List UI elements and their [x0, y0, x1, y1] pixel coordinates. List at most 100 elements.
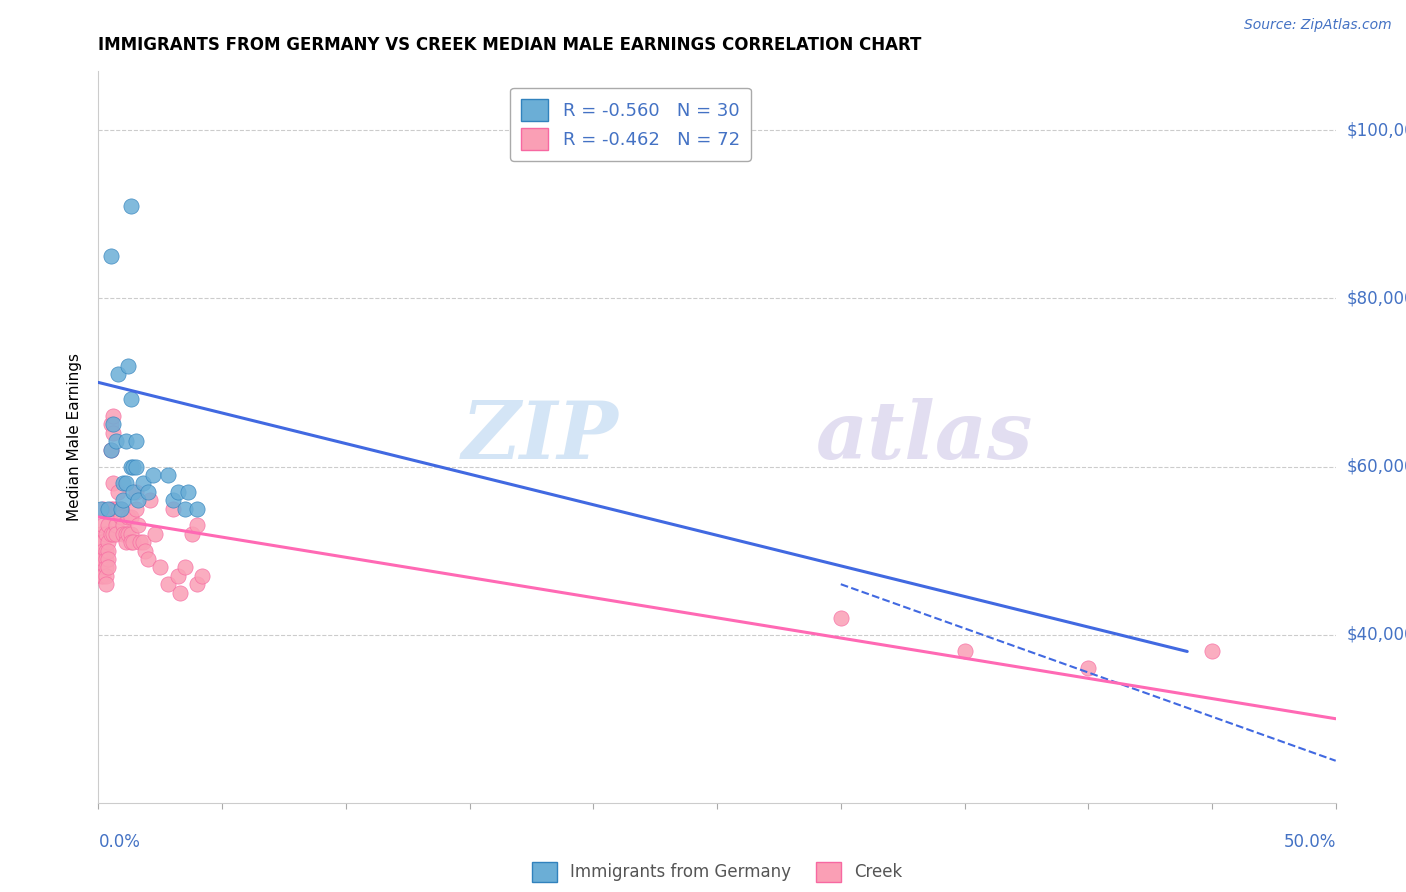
Point: [156, 577, 179, 591]
Text: $100,000: $100,000: [1347, 121, 1406, 139]
Point: [139, 493, 162, 508]
Point: [104, 501, 127, 516]
Point: [100, 417, 122, 432]
Point: [110, 501, 132, 516]
Point: [136, 484, 159, 499]
Point: [132, 476, 155, 491]
Point: [110, 510, 132, 524]
Point: [97, 560, 120, 574]
Text: atlas: atlas: [815, 399, 1033, 475]
Point: [120, 526, 142, 541]
Point: [127, 493, 149, 508]
Text: Source: ZipAtlas.com: Source: ZipAtlas.com: [1244, 18, 1392, 32]
Text: 50.0%: 50.0%: [1284, 833, 1336, 851]
Point: [186, 577, 208, 591]
Point: [129, 535, 152, 549]
Point: [94, 569, 117, 583]
Point: [120, 392, 142, 407]
Point: [953, 644, 976, 658]
Point: [103, 501, 125, 516]
Point: [124, 501, 146, 516]
Point: [117, 526, 139, 541]
Point: [94, 560, 117, 574]
Text: ZIP: ZIP: [461, 399, 619, 475]
Point: [103, 526, 125, 541]
Point: [122, 459, 145, 474]
Point: [186, 501, 208, 516]
Point: [120, 199, 142, 213]
Point: [112, 476, 135, 491]
Point: [97, 543, 120, 558]
Point: [97, 552, 120, 566]
Point: [1201, 644, 1223, 658]
Point: [94, 543, 117, 558]
Point: [103, 409, 125, 423]
Point: [162, 493, 184, 508]
Point: [103, 417, 125, 432]
Point: [110, 501, 132, 516]
Point: [90, 543, 112, 558]
Point: [1077, 661, 1099, 675]
Point: [93, 535, 115, 549]
Point: [122, 484, 145, 499]
Point: [90, 535, 112, 549]
Point: [112, 518, 135, 533]
Point: [107, 484, 129, 499]
Point: [114, 434, 136, 449]
Point: [90, 526, 112, 541]
Point: [93, 569, 115, 583]
Point: [114, 476, 136, 491]
Point: [100, 442, 122, 457]
Point: [124, 434, 146, 449]
Point: [156, 467, 179, 482]
Point: [90, 501, 112, 516]
Point: [112, 526, 135, 541]
Point: [100, 526, 122, 541]
Text: $60,000: $60,000: [1347, 458, 1406, 475]
Text: $40,000: $40,000: [1347, 625, 1406, 644]
Point: [124, 459, 146, 474]
Point: [112, 493, 135, 508]
Point: [100, 501, 122, 516]
Point: [97, 501, 120, 516]
Point: [169, 585, 191, 599]
Point: [93, 552, 115, 566]
Point: [136, 552, 159, 566]
Point: [90, 560, 112, 574]
Point: [186, 518, 208, 533]
Point: [90, 569, 112, 583]
Point: [176, 484, 198, 499]
Point: [166, 569, 188, 583]
Point: [103, 476, 125, 491]
Point: [132, 535, 155, 549]
Point: [120, 510, 142, 524]
Point: [191, 569, 214, 583]
Point: [143, 526, 166, 541]
Point: [174, 560, 197, 574]
Text: 0.0%: 0.0%: [98, 833, 141, 851]
Text: $80,000: $80,000: [1347, 289, 1406, 308]
Point: [162, 501, 184, 516]
Point: [100, 442, 122, 457]
Point: [94, 526, 117, 541]
Point: [104, 518, 127, 533]
Y-axis label: Median Male Earnings: Median Male Earnings: [67, 353, 83, 521]
Point: [117, 359, 139, 373]
Point: [114, 526, 136, 541]
Point: [181, 526, 204, 541]
Point: [174, 501, 197, 516]
Point: [166, 484, 188, 499]
Point: [97, 518, 120, 533]
Point: [120, 535, 142, 549]
Point: [103, 425, 125, 440]
Point: [107, 367, 129, 381]
Point: [93, 543, 115, 558]
Point: [149, 560, 172, 574]
Point: [117, 510, 139, 524]
Point: [100, 249, 122, 263]
Point: [104, 434, 127, 449]
Point: [107, 501, 129, 516]
Point: [124, 484, 146, 499]
Point: [94, 552, 117, 566]
Point: [134, 543, 156, 558]
